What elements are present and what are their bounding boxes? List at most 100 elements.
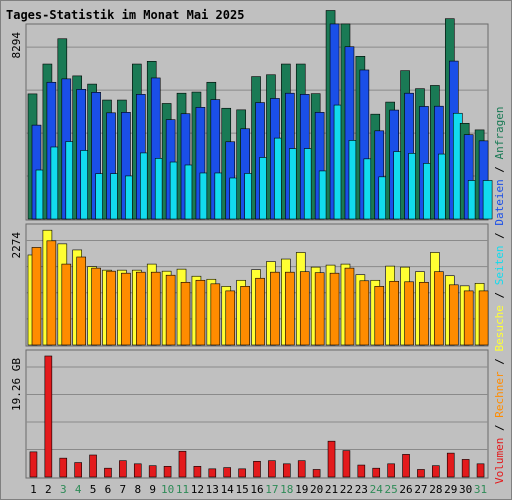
x-tick-label-day-2: 2 xyxy=(45,483,52,496)
sites-bar-day-5 xyxy=(91,267,101,346)
legend-item-volume: Volumen xyxy=(493,438,506,484)
sites-bar-day-10 xyxy=(165,274,176,346)
x-tick-label-day-13: 13 xyxy=(206,483,219,496)
sites-bar-day-8 xyxy=(136,271,146,346)
visits-panel: 2274 xyxy=(10,223,489,347)
y-max-label: 8294 xyxy=(10,32,23,59)
volume-bar-day-31 xyxy=(476,463,485,478)
sites-bar-day-7 xyxy=(121,272,131,346)
volume-bar-day-21 xyxy=(327,440,336,478)
sites-bar-day-25 xyxy=(389,280,399,346)
sites-bar-day-9 xyxy=(150,271,161,346)
volume-bar-day-27 xyxy=(417,469,425,478)
legend-separator: / xyxy=(493,159,506,179)
sites-bar-day-27 xyxy=(419,281,429,346)
sites-bar-day-28 xyxy=(434,271,444,346)
volume-bar-day-26 xyxy=(402,454,410,478)
volume-bar-day-24 xyxy=(372,467,381,478)
chart-title: Tages-Statistik im Monat Mai 2025 xyxy=(6,8,244,22)
volume-bar-day-17 xyxy=(268,460,276,478)
x-tick-label-day-11: 11 xyxy=(176,483,189,496)
volume-bar-day-20 xyxy=(312,469,321,478)
sites-bar-day-1 xyxy=(31,247,42,346)
x-tick-label-day-24: 24 xyxy=(370,483,384,496)
y-max-label: 2274 xyxy=(10,232,23,259)
volume-panel: 19.26 GB xyxy=(10,349,489,479)
sites-bar-day-3 xyxy=(61,263,72,346)
x-tick-label-day-30: 30 xyxy=(459,483,472,496)
legend-item-visits: Besuche xyxy=(493,305,506,351)
sites-bar-day-11 xyxy=(180,281,191,346)
sites-bar-day-12 xyxy=(195,279,206,346)
volume-bar-day-28 xyxy=(432,465,440,478)
x-tick-label-day-23: 23 xyxy=(355,483,368,496)
x-tick-label-day-15: 15 xyxy=(235,483,248,496)
volume-bar-day-4 xyxy=(74,462,82,478)
x-tick-label-day-14: 14 xyxy=(221,483,235,496)
x-tick-label-day-12: 12 xyxy=(191,483,204,496)
sites-bar-day-17 xyxy=(270,271,280,346)
volume-bar-day-6 xyxy=(104,467,112,478)
x-tick-label-day-25: 25 xyxy=(385,483,398,496)
sites-bar-day-14 xyxy=(225,290,236,346)
legend: Volumen / Rechner / Besuche / Seiten / D… xyxy=(493,106,506,484)
sites-bar-day-22 xyxy=(344,267,355,346)
volume-bar-day-9 xyxy=(148,465,157,478)
legend-item-sites: Rechner xyxy=(493,371,506,418)
x-tick-label-day-26: 26 xyxy=(399,483,412,496)
legend-separator: / xyxy=(493,285,506,305)
sites-bar-day-16 xyxy=(255,277,265,346)
x-tick-label-day-20: 20 xyxy=(310,483,323,496)
sites-bar-day-15 xyxy=(240,286,250,346)
volume-bar-day-29 xyxy=(446,452,455,478)
volume-bar-day-7 xyxy=(119,460,127,478)
volume-bar-day-16 xyxy=(253,460,261,478)
legend-separator: / xyxy=(493,418,506,438)
volume-bar-day-12 xyxy=(193,466,202,478)
volume-bar-day-1 xyxy=(29,451,38,478)
sites-bar-day-29 xyxy=(448,284,459,346)
panels-layer: 8294 2274 19.26 GB xyxy=(10,10,493,479)
volume-bar-day-22 xyxy=(342,450,351,478)
sites-bar-day-18 xyxy=(285,271,295,346)
legend-text: Volumen / Rechner / Besuche / Seiten / D… xyxy=(493,106,506,484)
x-tick-label-day-9: 9 xyxy=(149,483,156,496)
sites-bar-day-31 xyxy=(478,290,489,346)
y-max-label: 19.26 GB xyxy=(10,358,23,411)
volume-bar-day-13 xyxy=(208,468,217,478)
pages-bar-day-31 xyxy=(482,180,493,220)
x-tick-label-day-31: 31 xyxy=(474,483,487,496)
x-tick-label-day-10: 10 xyxy=(161,483,174,496)
sites-bar-day-2 xyxy=(46,240,57,346)
x-tick-label-day-3: 3 xyxy=(60,483,67,496)
volume-bar-day-25 xyxy=(387,463,395,478)
sites-bar-day-19 xyxy=(299,271,310,346)
x-tick-label-day-16: 16 xyxy=(250,483,263,496)
panel-frame xyxy=(25,349,489,479)
legend-separator: / xyxy=(493,226,506,246)
x-tick-label-day-21: 21 xyxy=(325,483,338,496)
volume-bar-day-3 xyxy=(59,457,68,478)
volume-bar-day-30 xyxy=(461,459,470,478)
legend-item-requests: Anfragen xyxy=(493,106,506,159)
volume-bar-day-5 xyxy=(89,454,97,478)
x-tick-label-day-22: 22 xyxy=(340,483,353,496)
volume-bar-day-11 xyxy=(178,450,187,478)
volume-bar-day-8 xyxy=(133,463,142,478)
sites-bar-day-20 xyxy=(314,272,325,346)
sites-bar-day-13 xyxy=(210,283,221,346)
sites-bar-day-26 xyxy=(404,281,414,346)
x-tick-label-day-28: 28 xyxy=(429,483,442,496)
x-tick-label-day-27: 27 xyxy=(414,483,427,496)
legend-item-files: Dateien xyxy=(493,179,506,225)
requests-panel: 8294 xyxy=(10,10,493,221)
x-tick-label-day-7: 7 xyxy=(120,483,127,496)
sites-bar-day-24 xyxy=(374,286,385,346)
volume-bar-day-15 xyxy=(238,468,246,478)
legend-item-pages: Seiten xyxy=(493,246,506,286)
sites-bar-day-30 xyxy=(463,290,474,346)
x-axis-labels: 1 2 3 4 5 6 7 8 9 10 11 12 13 14 15 16 17 18 19 20 21 22 23 24 2… xyxy=(30,483,487,496)
x-tick-label-day-18: 18 xyxy=(280,483,293,496)
x-tick-label-day-29: 29 xyxy=(444,483,457,496)
x-tick-label-day-19: 19 xyxy=(295,483,308,496)
